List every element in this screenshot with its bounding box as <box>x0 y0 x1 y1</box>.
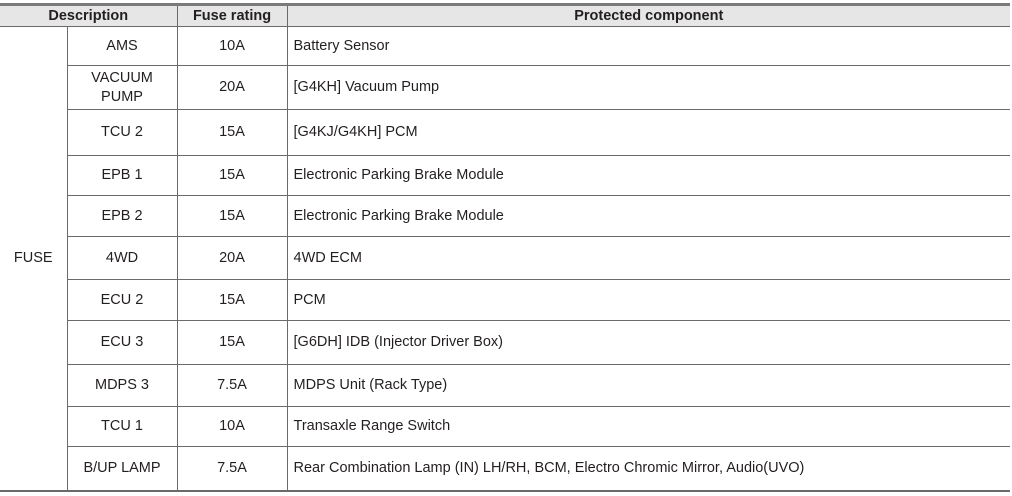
group-label: FUSE <box>0 26 68 491</box>
protected-component: MDPS Unit (Rack Type) <box>286 364 1010 407</box>
fuse-name: ECU 2 <box>67 279 178 321</box>
fuse-name: 4WD <box>67 236 178 280</box>
table-row: FUSE AMS 10A Battery Sensor <box>0 26 1010 491</box>
header-description: Description <box>0 4 178 27</box>
protected-component: Electronic Parking Brake Module <box>286 195 1010 237</box>
fuse-rating: 7.5A <box>176 364 288 407</box>
table-row: MDPS 3 7.5A MDPS Unit (Rack Type) <box>0 364 1010 407</box>
table-row: TCU 1 10A Transaxle Range Switch <box>0 406 1010 447</box>
table-row: 4WD 20A 4WD ECM <box>0 236 1010 280</box>
protected-component: Transaxle Range Switch <box>286 406 1010 447</box>
table-row: EPB 1 15A Electronic Parking Brake Module <box>0 155 1010 196</box>
header-protected-component: Protected component <box>286 4 1010 27</box>
fuse-rating: 20A <box>176 65 288 110</box>
fuse-name: MDPS 3 <box>67 364 178 407</box>
table-row: TCU 2 15A [G4KJ/G4KH] PCM <box>0 109 1010 156</box>
protected-component: 4WD ECM <box>286 236 1010 280</box>
fuse-rating: 10A <box>176 26 288 66</box>
fuse-rating: 10A <box>176 406 288 447</box>
fuse-rating: 20A <box>176 236 288 280</box>
fuse-rating: 15A <box>176 109 288 156</box>
protected-component: [G6DH] IDB (Injector Driver Box) <box>286 320 1010 365</box>
table-row: VACUUM PUMP 20A [G4KH] Vacuum Pump <box>0 65 1010 110</box>
fuse-name: TCU 1 <box>67 406 178 447</box>
protected-component: Electronic Parking Brake Module <box>286 155 1010 196</box>
table-row: ECU 2 15A PCM <box>0 279 1010 321</box>
fuse-name: EPB 1 <box>67 155 178 196</box>
protected-component: Rear Combination Lamp (IN) LH/RH, BCM, E… <box>286 446 1010 491</box>
table-row: ECU 3 15A [G6DH] IDB (Injector Driver Box) <box>0 320 1010 365</box>
fuse-rating: 15A <box>176 279 288 321</box>
protected-component: [G4KH] Vacuum Pump <box>286 65 1010 110</box>
fuse-name: TCU 2 <box>67 109 178 156</box>
fuse-name: EPB 2 <box>67 195 178 237</box>
fuse-name: ECU 3 <box>67 320 178 365</box>
header-fuse-rating: Fuse rating <box>176 4 288 27</box>
protected-component: PCM <box>286 279 1010 321</box>
fuse-rating: 7.5A <box>176 446 288 491</box>
protected-component: Battery Sensor <box>286 26 1010 66</box>
fuse-table: Description Fuse rating Protected compon… <box>0 3 1010 492</box>
fuse-name: B/UP LAMP <box>67 446 178 491</box>
table-row: EPB 2 15A Electronic Parking Brake Module <box>0 195 1010 237</box>
table-row: B/UP LAMP 7.5A Rear Combination Lamp (IN) … <box>0 446 1010 491</box>
fuse-rating: 15A <box>176 320 288 365</box>
fuse-name: AMS <box>66 26 178 66</box>
protected-component: [G4KJ/G4KH] PCM <box>286 109 1010 156</box>
fuse-rating: 15A <box>176 155 288 196</box>
fuse-rating: 15A <box>176 195 288 237</box>
header-row: Description Fuse rating Protected compon… <box>0 4 1010 27</box>
fuse-name: VACUUM PUMP <box>67 65 178 110</box>
